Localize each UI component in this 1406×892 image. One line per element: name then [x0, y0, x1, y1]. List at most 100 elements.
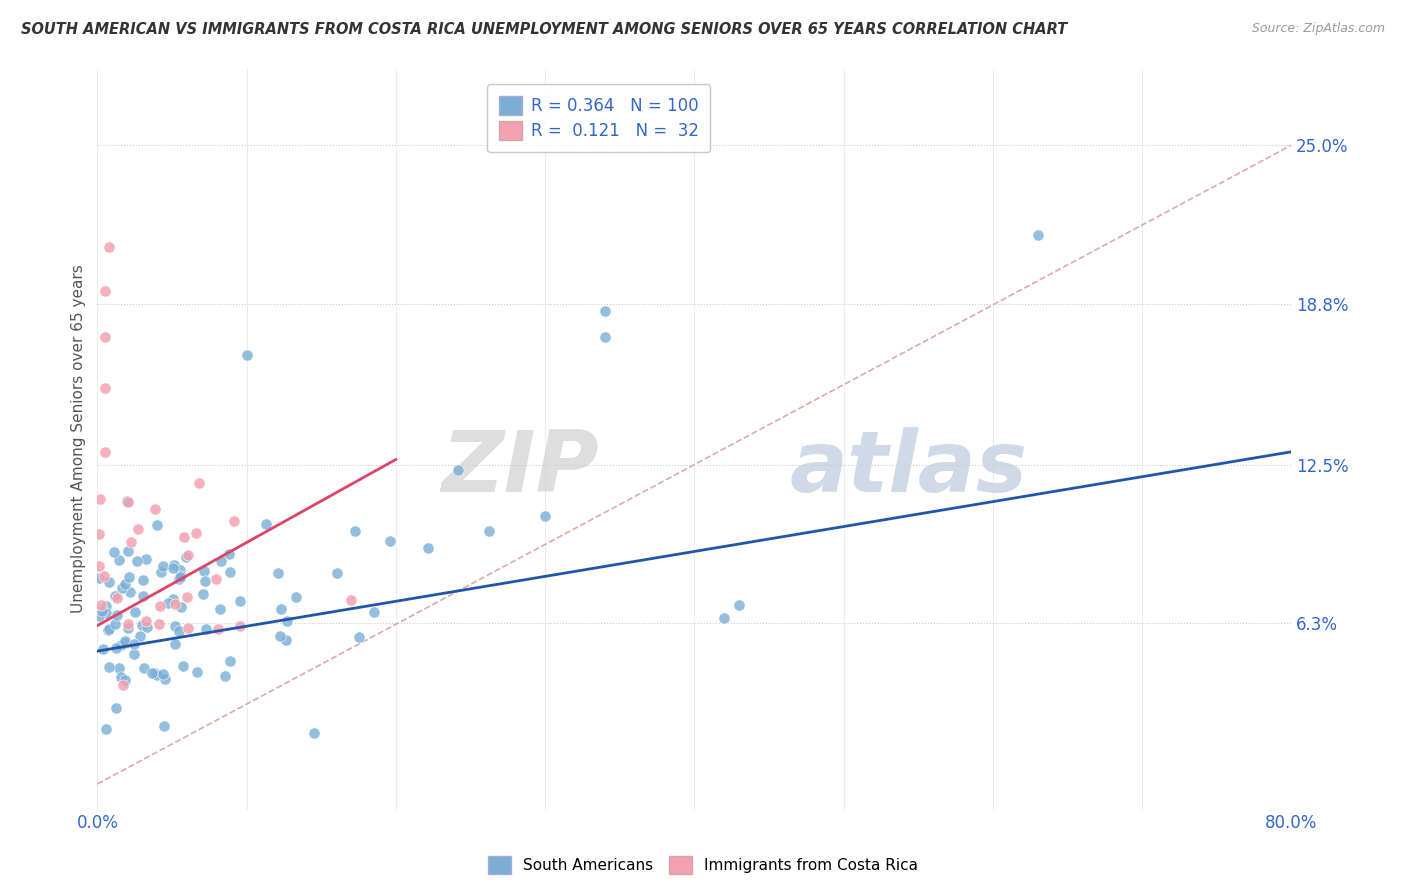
Point — [209, 602, 232, 616]
Point — [104, 700, 127, 714]
Point — [112, 678, 135, 692]
Point — [157, 596, 180, 610]
Point — [153, 672, 176, 686]
Point — [169, 624, 191, 639]
Point — [209, 554, 232, 568]
Point — [115, 494, 138, 508]
Point — [163, 637, 186, 651]
Point — [218, 654, 240, 668]
Point — [285, 590, 308, 604]
Point — [143, 666, 166, 681]
Point — [1026, 227, 1049, 242]
Text: Source: ZipAtlas.com: Source: ZipAtlas.com — [1251, 22, 1385, 36]
Point — [89, 598, 111, 612]
Point — [152, 667, 174, 681]
Point — [132, 589, 155, 603]
Point — [229, 618, 252, 632]
Point — [219, 565, 242, 579]
Point — [162, 561, 184, 575]
Point — [193, 574, 215, 589]
Point — [124, 606, 146, 620]
Point — [94, 722, 117, 736]
Point — [104, 616, 127, 631]
Point — [97, 624, 120, 638]
Point — [98, 622, 121, 636]
Point — [214, 669, 236, 683]
Point — [117, 621, 139, 635]
Point — [135, 620, 157, 634]
Point — [87, 559, 110, 574]
Point — [344, 524, 367, 538]
Point — [339, 593, 361, 607]
Point — [120, 585, 142, 599]
Point — [325, 566, 347, 580]
Point — [143, 502, 166, 516]
Point — [129, 629, 152, 643]
Point — [91, 642, 114, 657]
Point — [274, 632, 297, 647]
Point — [89, 491, 111, 506]
Point — [114, 633, 136, 648]
Text: ZIP: ZIP — [441, 427, 599, 510]
Point — [363, 605, 385, 619]
Point — [94, 284, 117, 298]
Point — [728, 598, 751, 612]
Point — [87, 527, 110, 541]
Point — [304, 726, 326, 740]
Point — [141, 665, 163, 680]
Point — [222, 514, 245, 528]
Point — [149, 599, 172, 614]
Point — [104, 641, 127, 656]
Point — [118, 570, 141, 584]
Point — [152, 719, 174, 733]
Point — [173, 530, 195, 544]
Point — [378, 534, 401, 549]
Point — [135, 614, 157, 628]
Point — [104, 589, 127, 603]
Point — [254, 516, 277, 531]
Point — [195, 622, 218, 636]
Point — [122, 648, 145, 662]
Point — [534, 508, 557, 523]
Point — [90, 604, 112, 618]
Point — [124, 637, 146, 651]
Point — [167, 572, 190, 586]
Point — [120, 534, 142, 549]
Point — [134, 661, 156, 675]
Point — [447, 463, 470, 477]
Point — [205, 572, 228, 586]
Point — [176, 622, 198, 636]
Point — [148, 617, 170, 632]
Point — [87, 609, 110, 624]
Point — [169, 570, 191, 584]
Point — [418, 541, 440, 556]
Point — [152, 558, 174, 573]
Point — [176, 548, 198, 562]
Point — [207, 622, 229, 636]
Point — [117, 495, 139, 509]
Legend: South Americans, Immigrants from Costa Rica: South Americans, Immigrants from Costa R… — [482, 850, 924, 880]
Point — [176, 590, 198, 604]
Point — [276, 614, 298, 628]
Point — [713, 611, 735, 625]
Point — [94, 381, 117, 395]
Point — [94, 606, 117, 620]
Point — [267, 566, 290, 581]
Point — [149, 565, 172, 579]
Point — [117, 544, 139, 558]
Point — [108, 661, 131, 675]
Point — [172, 659, 194, 673]
Point — [94, 445, 117, 459]
Point — [125, 554, 148, 568]
Point — [114, 577, 136, 591]
Point — [191, 587, 214, 601]
Point — [169, 569, 191, 583]
Y-axis label: Unemployment Among Seniors over 65 years: Unemployment Among Seniors over 65 years — [72, 265, 86, 614]
Point — [478, 524, 501, 539]
Point — [165, 618, 187, 632]
Point — [127, 522, 149, 536]
Point — [162, 592, 184, 607]
Point — [170, 600, 193, 615]
Point — [188, 476, 211, 491]
Point — [96, 599, 118, 614]
